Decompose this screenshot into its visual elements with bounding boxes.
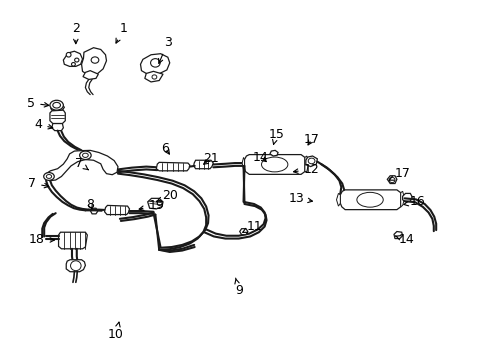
Text: 18: 18 xyxy=(29,234,55,247)
Polygon shape xyxy=(400,191,404,207)
Polygon shape xyxy=(51,104,64,111)
Text: 10: 10 xyxy=(108,322,124,341)
Ellipse shape xyxy=(152,75,157,79)
Text: 13: 13 xyxy=(288,192,312,205)
Text: 9: 9 xyxy=(234,278,242,297)
Ellipse shape xyxy=(80,151,91,159)
Text: 4: 4 xyxy=(35,118,53,131)
Text: 7: 7 xyxy=(28,177,49,190)
Ellipse shape xyxy=(75,58,79,62)
Polygon shape xyxy=(156,162,189,171)
Polygon shape xyxy=(242,157,244,170)
Polygon shape xyxy=(402,193,411,202)
Polygon shape xyxy=(104,206,129,215)
Polygon shape xyxy=(140,54,169,75)
Text: 21: 21 xyxy=(203,152,219,165)
Polygon shape xyxy=(304,156,308,171)
Text: 11: 11 xyxy=(242,220,262,233)
Text: 7: 7 xyxy=(75,157,88,170)
Ellipse shape xyxy=(46,175,52,179)
Text: 12: 12 xyxy=(293,163,319,176)
Text: 3: 3 xyxy=(158,36,171,63)
Text: 14: 14 xyxy=(252,150,268,163)
Polygon shape xyxy=(147,198,163,209)
Ellipse shape xyxy=(82,153,88,157)
Polygon shape xyxy=(90,208,98,214)
Text: 1: 1 xyxy=(116,22,127,43)
Polygon shape xyxy=(66,260,85,272)
Polygon shape xyxy=(45,150,118,181)
Ellipse shape xyxy=(261,157,287,172)
Polygon shape xyxy=(239,229,247,235)
Text: 6: 6 xyxy=(161,142,169,155)
Polygon shape xyxy=(193,160,213,169)
Ellipse shape xyxy=(356,192,383,207)
Polygon shape xyxy=(83,71,98,80)
Ellipse shape xyxy=(307,158,314,164)
Polygon shape xyxy=(268,158,276,165)
Ellipse shape xyxy=(66,53,71,57)
Polygon shape xyxy=(52,123,63,131)
Polygon shape xyxy=(336,193,340,206)
Polygon shape xyxy=(50,110,65,123)
Polygon shape xyxy=(340,190,400,210)
Text: 14: 14 xyxy=(395,234,413,247)
Polygon shape xyxy=(81,48,106,76)
Text: 20: 20 xyxy=(157,189,178,202)
Ellipse shape xyxy=(50,100,63,110)
Text: 2: 2 xyxy=(72,22,80,44)
Polygon shape xyxy=(305,156,317,167)
Text: 16: 16 xyxy=(403,195,425,208)
Ellipse shape xyxy=(43,172,54,180)
Ellipse shape xyxy=(388,177,394,183)
Text: 17: 17 xyxy=(303,133,319,146)
Polygon shape xyxy=(269,150,278,156)
Text: 5: 5 xyxy=(27,96,49,109)
Polygon shape xyxy=(59,232,87,249)
Ellipse shape xyxy=(70,261,81,271)
Text: 19: 19 xyxy=(139,199,164,212)
Text: 17: 17 xyxy=(388,167,410,180)
Polygon shape xyxy=(144,71,163,82)
Ellipse shape xyxy=(71,63,75,66)
Polygon shape xyxy=(393,231,402,239)
Polygon shape xyxy=(386,176,396,184)
Polygon shape xyxy=(244,154,304,174)
Ellipse shape xyxy=(150,59,160,67)
Text: 8: 8 xyxy=(86,198,94,211)
Polygon shape xyxy=(63,51,82,66)
Ellipse shape xyxy=(91,57,99,63)
Text: 15: 15 xyxy=(267,129,284,144)
Ellipse shape xyxy=(53,102,61,108)
